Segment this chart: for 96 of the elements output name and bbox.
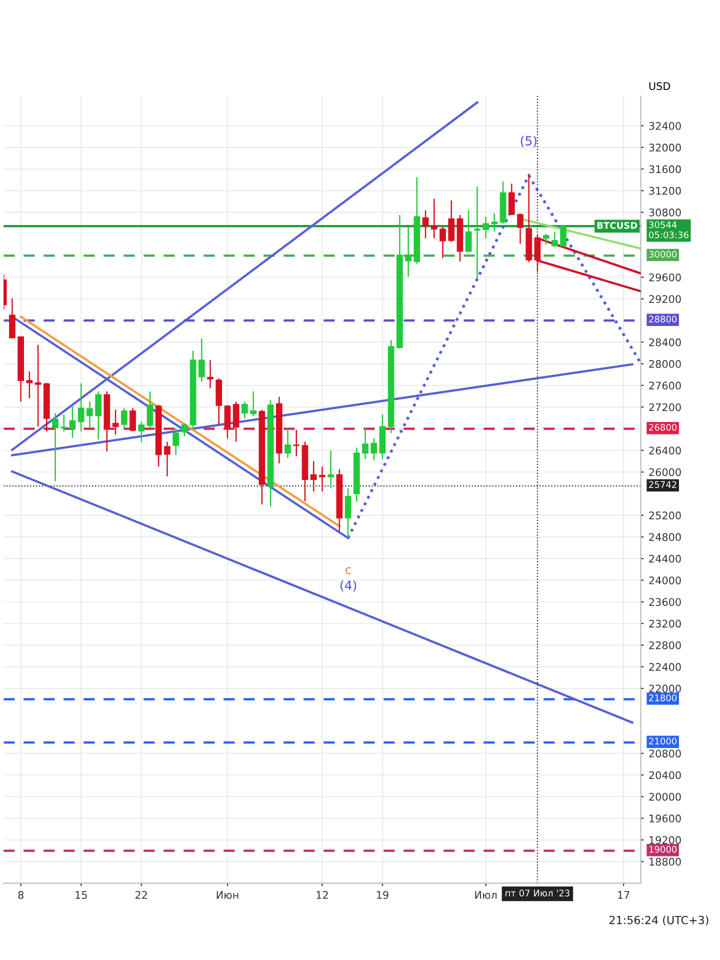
- candlestick: [34, 344, 42, 428]
- y-tick-label: 32400: [649, 122, 681, 130]
- candlestick: [560, 224, 566, 248]
- candlestick: [9, 298, 16, 340]
- y-tick-label: 22400: [649, 663, 681, 671]
- ref-line-label: 21800: [649, 694, 677, 702]
- candlestick: [250, 390, 256, 417]
- y-axis-title: USD: [649, 82, 670, 90]
- y-tick-label: 27200: [649, 403, 681, 412]
- candlestick: [52, 412, 58, 482]
- candlestick: [207, 359, 214, 389]
- candlestick: [508, 183, 515, 216]
- candlestick: [293, 429, 300, 457]
- candlestick: [130, 408, 136, 432]
- candlestick: [172, 428, 179, 456]
- ref-line-label: 28800: [649, 316, 677, 323]
- candlestick: [328, 450, 334, 489]
- y-tick-label: 22800: [649, 641, 681, 650]
- candlestick: [78, 382, 84, 432]
- annotation: c: [346, 567, 351, 574]
- candlestick: [95, 390, 102, 440]
- text: 21:56:24 (UTC+3): [610, 916, 708, 926]
- ref-line-label: 21000: [649, 738, 677, 745]
- y-tick-label: 24400: [649, 554, 681, 563]
- ref-line-label: 25742: [649, 481, 676, 488]
- x-tick-label: Июл: [475, 891, 497, 899]
- y-tick-label: 23200: [649, 620, 681, 628]
- y-tick-label: 26000: [649, 468, 681, 476]
- y-tick-label: 18800: [650, 858, 681, 866]
- annotation: BTCUSD: [597, 222, 638, 229]
- x-tick-label: 19: [376, 891, 388, 899]
- candlestick: [232, 401, 240, 442]
- x-tick-label: 12: [316, 891, 328, 899]
- y-tick-label: 20800: [649, 750, 681, 758]
- candlestick: [242, 401, 248, 420]
- candlestick: [120, 408, 128, 429]
- candlestick: [164, 441, 170, 477]
- y-tick-label: 19200: [650, 836, 681, 844]
- candlestick: [86, 401, 93, 429]
- y-tick-label: 28400: [649, 338, 681, 346]
- y-tick-label: 19600: [650, 814, 681, 822]
- y-tick-label: 22000: [649, 684, 681, 693]
- candlestick: [370, 438, 378, 461]
- candlestick: [310, 460, 317, 492]
- ref-line-label: 19000: [649, 846, 677, 853]
- candlestick: [198, 338, 205, 382]
- candlestick: [69, 406, 76, 439]
- candlestick: [422, 210, 429, 239]
- y-tick-label: 31200: [649, 186, 681, 195]
- candlestick: [440, 226, 446, 259]
- annotation: (4): [340, 580, 356, 592]
- ref-line-label: 30544 05:03:36: [649, 221, 688, 238]
- candlestick: [138, 421, 145, 442]
- candlestick: [405, 226, 412, 278]
- x-tick-label: 17: [618, 891, 630, 899]
- candlestick: [552, 231, 558, 248]
- candlestick: [362, 428, 368, 460]
- y-tick-label: 20400: [649, 771, 681, 780]
- y-tick-label: 31600: [649, 165, 681, 174]
- candlestick: [448, 200, 455, 243]
- candlestick: [319, 466, 326, 492]
- y-tick-label: 30800: [649, 208, 681, 216]
- y-tick-label: 23600: [649, 598, 681, 606]
- y-tick-label: 28000: [649, 360, 681, 368]
- y-tick-label: 24000: [649, 576, 681, 584]
- candlestick: [112, 409, 119, 436]
- y-tick-label: 25200: [649, 512, 681, 520]
- candlestick: [284, 428, 291, 459]
- y-tick-label: 24800: [649, 533, 681, 542]
- candlestick: [430, 198, 438, 239]
- x-tick-label: 15: [76, 891, 87, 899]
- candlestick: [491, 212, 498, 232]
- x-tick-label: 22: [136, 891, 147, 899]
- candlestick: [482, 216, 489, 239]
- candlestick: [181, 422, 188, 437]
- ref-line-label: пт 07 Июл '23: [506, 890, 570, 896]
- candlestick: [224, 404, 231, 440]
- x-tick-label: 8: [18, 891, 24, 899]
- candlestick: [146, 390, 154, 429]
- y-tick-label: 29600: [649, 273, 681, 282]
- y-tick-label: 26400: [649, 446, 681, 454]
- ref-line-label: 26800: [649, 424, 677, 431]
- y-tick-label: 27600: [649, 382, 681, 390]
- candlestick: [60, 414, 68, 432]
- candlestick: [517, 212, 524, 244]
- y-tick-label: 29200: [649, 295, 681, 303]
- annotation: (5): [520, 136, 536, 148]
- y-tick-label: 20000: [649, 792, 681, 801]
- ref-line-label: 30000: [649, 250, 677, 258]
- candlestick: [474, 186, 480, 279]
- y-tick-label: 32000: [649, 144, 681, 152]
- candlestick: [542, 233, 550, 246]
- candlestick: [344, 488, 352, 538]
- candlestick: [465, 210, 472, 252]
- candlestick: [26, 370, 33, 400]
- x-tick-label: Июн: [216, 891, 238, 899]
